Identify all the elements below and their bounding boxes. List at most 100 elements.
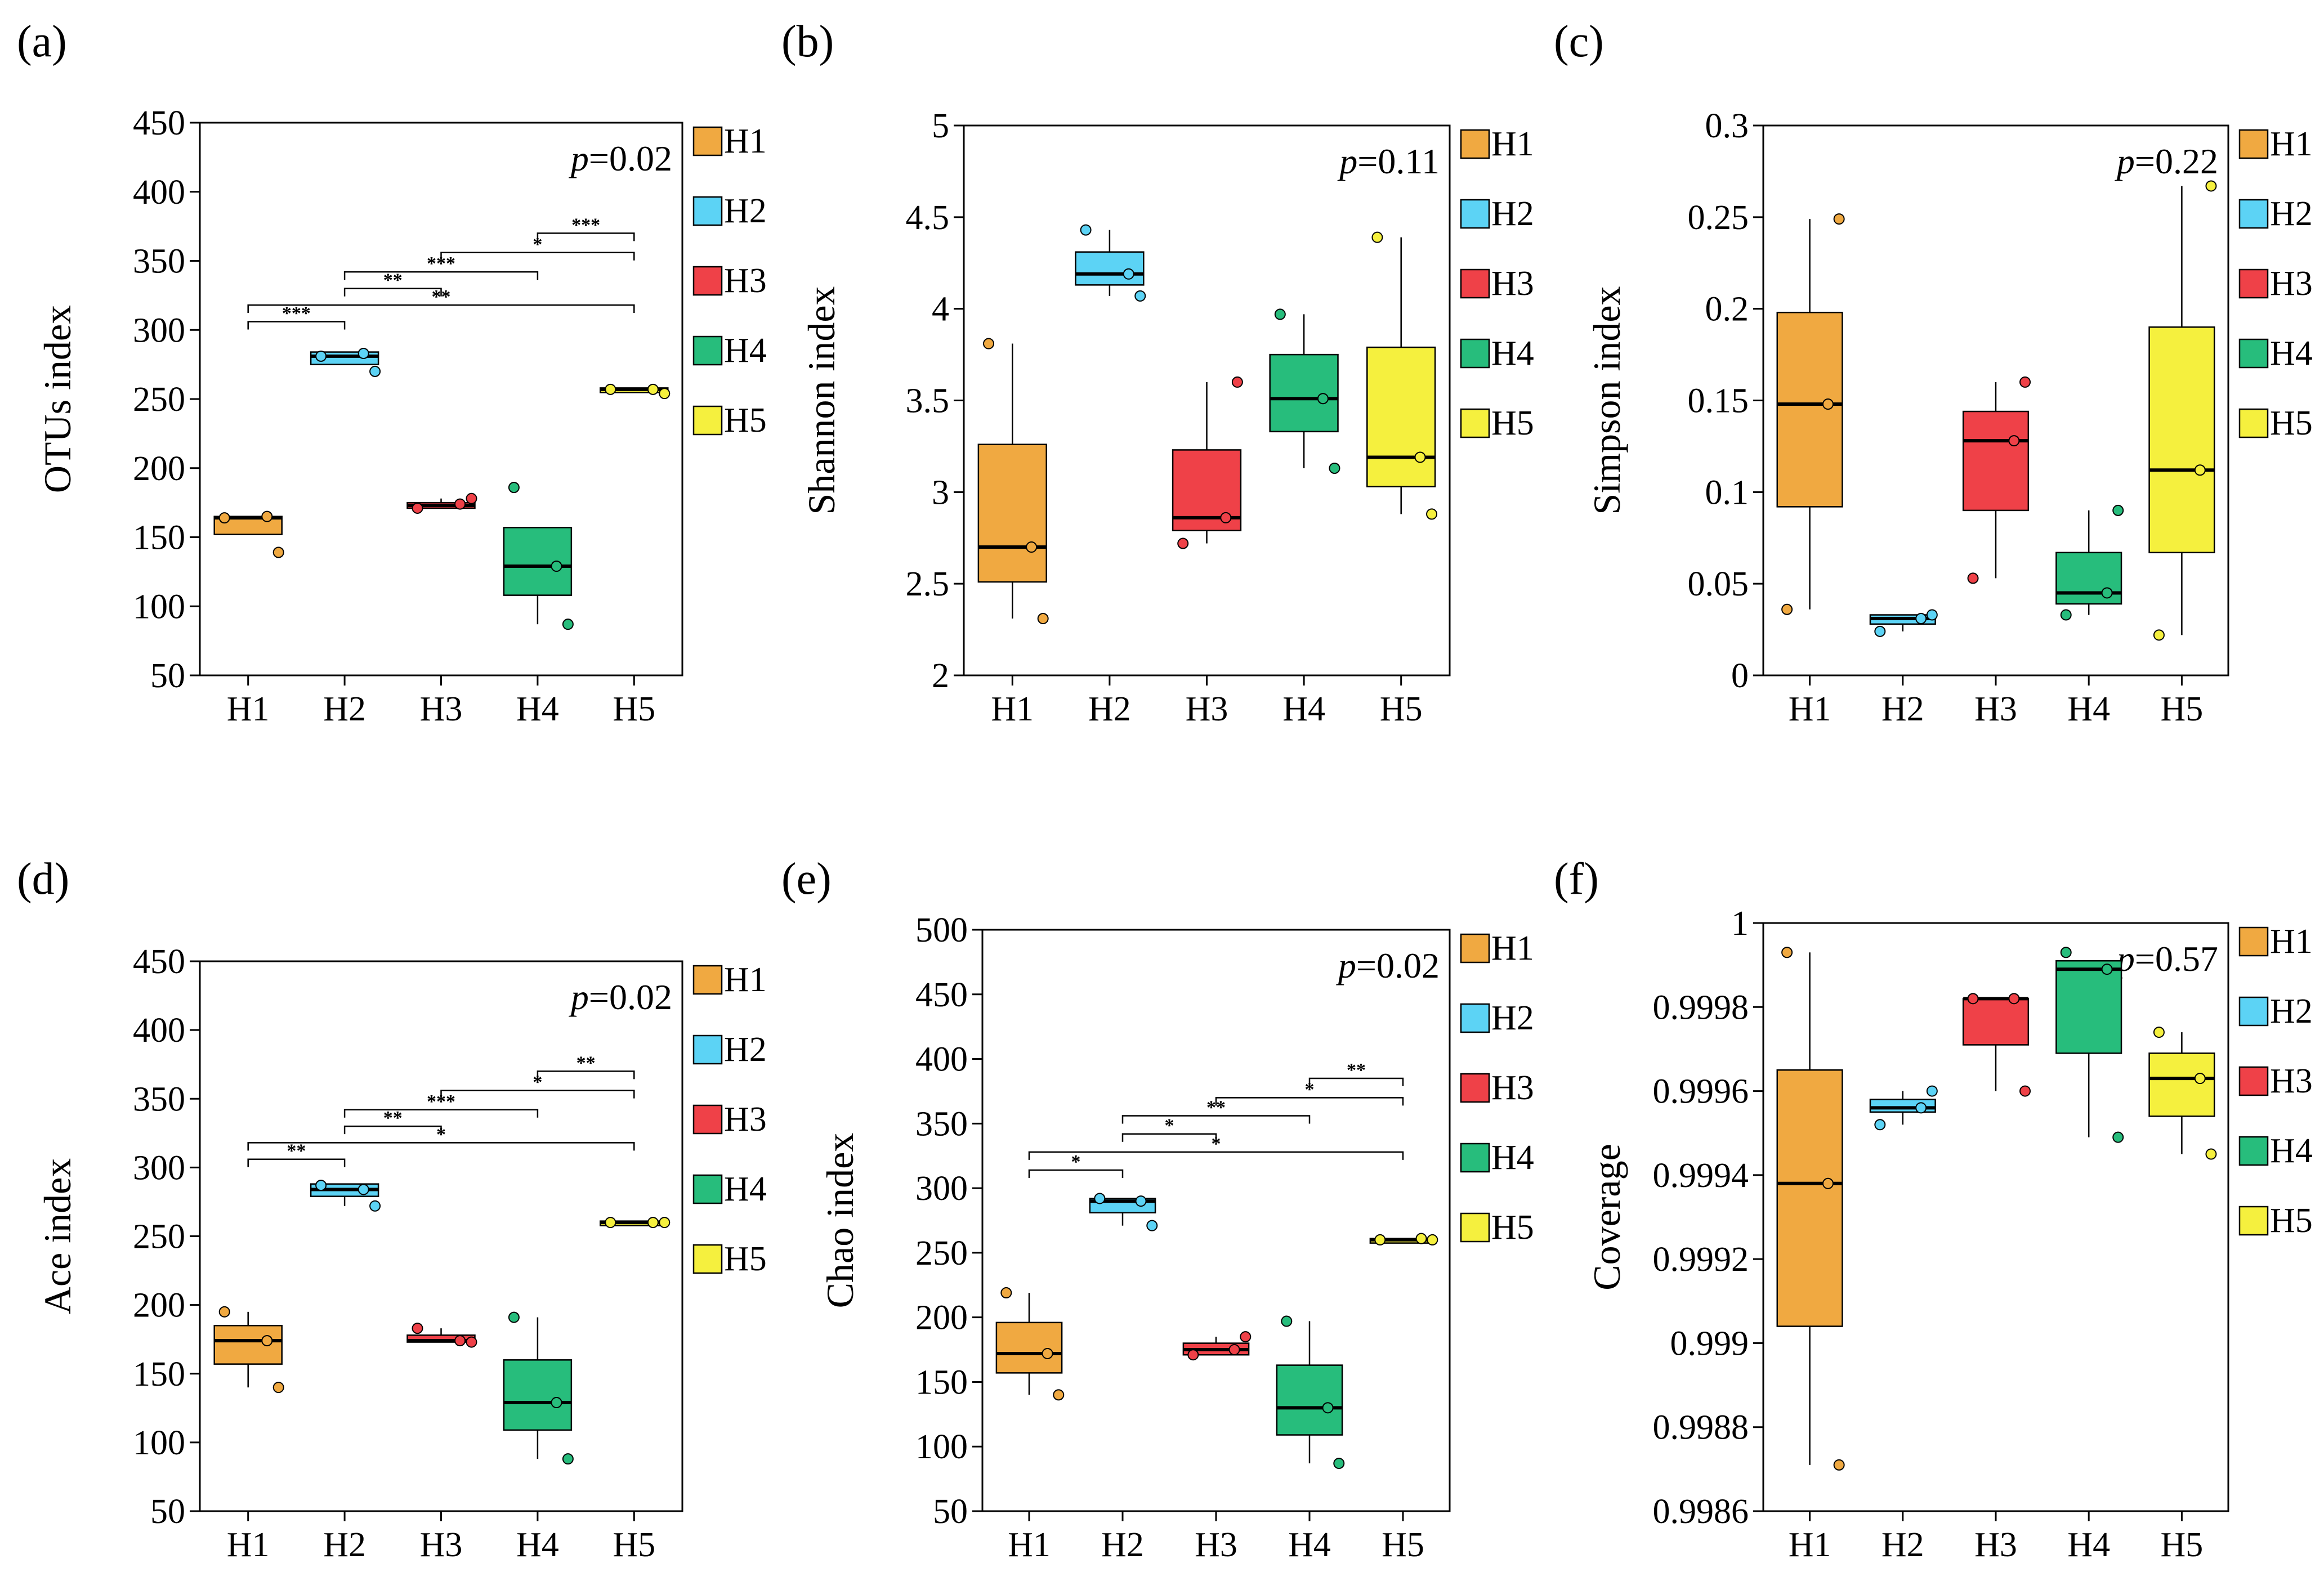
y-tick-label: 3.5: [906, 382, 950, 420]
y-tick-label: 400: [133, 1011, 185, 1050]
legend-swatch: [692, 1244, 723, 1274]
significance-bracket: *: [1028, 1134, 1404, 1160]
data-point: [1317, 393, 1329, 405]
box-body: [1276, 1364, 1343, 1436]
box-H1: [1776, 213, 1845, 615]
y-tick-label: 3: [932, 473, 949, 512]
data-point: [647, 1217, 659, 1229]
box-H2: [1869, 1085, 1938, 1131]
significance-bracket: ***: [537, 214, 635, 241]
legend-swatch: [1460, 129, 1490, 159]
p-value: p=0.57: [2115, 939, 2218, 979]
legend-label: H2: [2270, 195, 2313, 233]
x-tick-label: H4: [1282, 690, 1325, 728]
data-point: [2101, 587, 2113, 599]
y-tick-label: 0.1: [1705, 473, 1749, 512]
data-point: [1080, 224, 1092, 236]
legend-swatch: [692, 1104, 723, 1135]
box-H5: [2148, 1027, 2217, 1160]
legend-swatch: [2238, 268, 2269, 299]
box-H3: [1962, 993, 2031, 1097]
x-tick-label: H5: [613, 1526, 655, 1564]
bracket-line: [1028, 1169, 1124, 1178]
data-point: [2060, 609, 2072, 621]
data-point: [2008, 435, 2020, 447]
box-body: [995, 1321, 1063, 1374]
x-tick-label: H3: [1974, 690, 2017, 728]
data-point: [2019, 376, 2031, 388]
legend-label: H4: [1491, 334, 1534, 373]
box-body: [1962, 410, 2030, 512]
box-H5: [1369, 1233, 1438, 1246]
box-H4: [2055, 947, 2124, 1143]
significance-bracket: **: [343, 270, 442, 297]
data-point: [218, 1306, 230, 1318]
significance-bracket: *: [247, 1124, 635, 1151]
data-point: [1037, 613, 1049, 625]
legend: H1 H2 H3 H4 H5: [2238, 922, 2313, 1240]
significance-label: *: [533, 1072, 542, 1093]
y-tick-label: 1: [1731, 904, 1749, 943]
data-point: [1822, 1177, 1834, 1189]
data-point: [508, 482, 520, 494]
bracket-line: [1121, 1133, 1217, 1142]
data-point: [272, 546, 284, 558]
y-tick-label: 150: [133, 1355, 185, 1394]
y-tick-label: 50: [150, 1493, 185, 1531]
data-point: [369, 365, 381, 377]
data-point: [1274, 308, 1286, 320]
x-tick-label: H4: [2067, 1526, 2110, 1564]
legend-label: H3: [2270, 265, 2313, 303]
legend-label: H1: [724, 122, 767, 160]
box-H3: [1182, 1331, 1252, 1361]
y-tick-label: 0.9998: [1653, 988, 1749, 1027]
legend-swatch: [692, 335, 723, 366]
data-point: [551, 561, 562, 572]
y-tick-label: 5: [932, 107, 949, 145]
x-tick-label: H1: [1789, 1526, 1831, 1564]
y-tick-label: 0.999: [1670, 1324, 1749, 1363]
x-tick-label: H5: [2161, 1526, 2204, 1564]
box-H5: [600, 1217, 671, 1229]
data-point: [1123, 268, 1134, 280]
y-tick-label: 150: [133, 519, 185, 557]
data-point: [466, 1336, 477, 1348]
data-point: [1371, 231, 1383, 243]
legend-label: H4: [2270, 1132, 2313, 1170]
box-body: [1962, 998, 2030, 1046]
data-point: [2008, 993, 2020, 1005]
legend-swatch: [2238, 1206, 2269, 1236]
legend-label: H5: [1491, 1208, 1534, 1247]
bracket-line: [343, 1125, 442, 1135]
y-tick-label: 200: [133, 450, 185, 488]
legend-label: H1: [2270, 125, 2313, 163]
legend-swatch: [1460, 933, 1490, 964]
bracket-line: [440, 252, 635, 261]
panel-label: (c): [1554, 17, 1604, 66]
y-tick-label: 200: [915, 1299, 968, 1337]
panel-b: (b) 2 2.5 3 3.5 4 4.5 5 H1 H2 H3 H4 H5 Shannon index p…: [781, 17, 1534, 728]
data-point: [605, 1217, 616, 1229]
y-tick-label: 500: [915, 911, 968, 949]
significance-label: *: [1212, 1134, 1221, 1154]
x-tick-label: H3: [1974, 1526, 2017, 1564]
data-point: [1833, 1459, 1845, 1471]
significance-bracket: *: [1121, 1115, 1217, 1142]
x-tick-label: H3: [420, 690, 463, 728]
x-tick-label: H4: [2067, 690, 2110, 728]
plot-frame: [199, 960, 683, 1512]
x-tick-label: H5: [613, 690, 655, 728]
data-point: [261, 510, 273, 522]
bracket-line: [343, 271, 539, 280]
legend-label: H1: [2270, 922, 2313, 961]
data-point: [562, 619, 574, 630]
legend-swatch: [2238, 1136, 2269, 1166]
data-point: [1322, 1402, 1334, 1414]
box-H1: [213, 510, 284, 558]
legend-swatch: [2238, 199, 2269, 229]
data-point: [2153, 629, 2165, 641]
legend-swatch: [692, 405, 723, 436]
panel-f: (f) 0.9986 0.9988 0.999 0.9992 0.9994 0.9996 0.…: [1554, 854, 2313, 1564]
box-H2: [1075, 224, 1146, 302]
box-H3: [1172, 376, 1243, 549]
